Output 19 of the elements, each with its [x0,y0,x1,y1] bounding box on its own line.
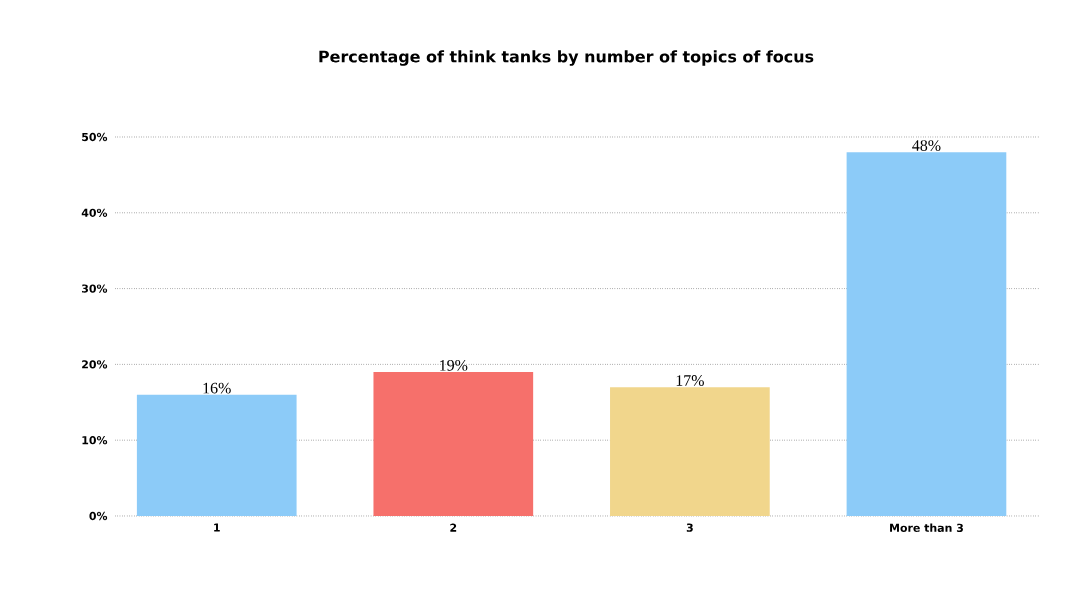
x-tick-label: 3 [686,523,693,532]
bar [136,394,297,516]
data-label: 17% [676,375,704,386]
x-tick-label: 2 [450,523,457,532]
data-label: 19% [440,359,468,371]
y-tick-label: 40% [81,208,108,217]
x-tick-label: More than 3 [890,523,963,532]
y-tick-label: 10% [82,436,108,445]
y-tick-label: 20% [82,360,108,369]
y-tick-label: 50% [82,132,108,142]
data-label: 16% [203,382,231,394]
y-tick-label: 0% [89,511,108,521]
chart-title: Percentage of think tanks by number of topics of focus [319,50,814,66]
bar [373,371,534,516]
bar [610,387,770,516]
data-label: 48% [912,140,941,151]
bar [846,152,1007,516]
x-tick-label: 1 [214,523,220,532]
y-tick-label: 30% [81,284,108,293]
